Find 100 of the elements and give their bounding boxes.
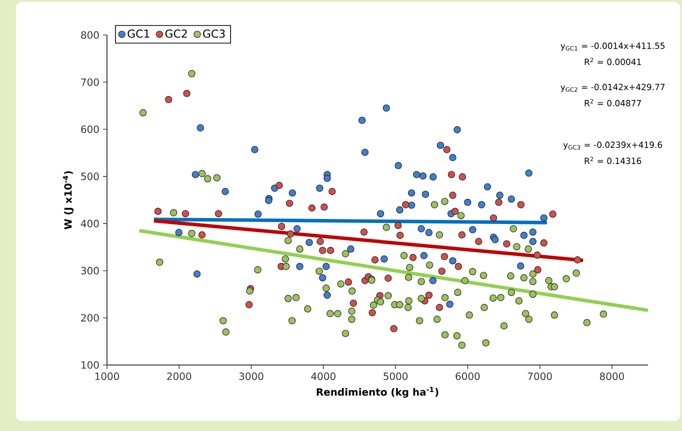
point	[360, 228, 368, 236]
point	[214, 210, 222, 218]
legend-label: GC1	[128, 29, 150, 38]
point	[418, 225, 425, 232]
point	[449, 257, 456, 264]
annotation: R$^{2}$ = 0.04877	[584, 98, 641, 106]
point	[436, 142, 444, 149]
x-tick-label: 5000	[384, 372, 408, 380]
legend-label: GC2	[165, 29, 187, 38]
y-tick-label: 400	[80, 220, 99, 228]
point	[306, 238, 313, 246]
point	[368, 309, 376, 316]
point	[534, 252, 541, 259]
point	[326, 246, 334, 254]
point	[182, 210, 190, 218]
point	[402, 201, 410, 208]
point	[246, 301, 253, 308]
x-axis-title: Rendimiento (kg ha$^{-1}$)	[316, 386, 438, 398]
point	[286, 200, 294, 207]
point	[198, 231, 206, 238]
point	[288, 189, 296, 197]
point	[382, 104, 390, 112]
point	[436, 304, 444, 312]
x-tick-label: 2000	[167, 372, 192, 380]
point	[517, 262, 524, 270]
point	[422, 190, 430, 198]
point	[380, 255, 388, 263]
point	[251, 146, 258, 154]
point	[408, 189, 416, 197]
point	[319, 246, 326, 254]
point	[420, 252, 428, 260]
point	[454, 262, 462, 270]
point	[222, 188, 229, 196]
point	[458, 231, 466, 238]
annotation: y$_{GC3}$ = -0.0239x+419.6	[563, 142, 662, 150]
y-tick-label: 200	[81, 314, 99, 322]
y-tick-label: 600	[81, 126, 99, 134]
point	[409, 254, 417, 262]
point	[384, 274, 392, 282]
point	[503, 240, 510, 248]
point	[443, 146, 450, 154]
point	[529, 238, 536, 246]
point	[529, 228, 536, 236]
point	[425, 228, 433, 236]
point	[495, 198, 502, 206]
point	[390, 325, 398, 332]
point	[534, 266, 542, 274]
y-tick-label: 700	[81, 78, 99, 86]
point	[154, 208, 162, 215]
legend-label: GC3	[203, 29, 225, 38]
point	[408, 202, 416, 209]
point	[446, 300, 454, 308]
point	[540, 214, 548, 222]
point	[440, 252, 448, 260]
point	[322, 262, 330, 270]
x-tick-label: 3000	[239, 372, 264, 380]
point	[574, 256, 582, 264]
point	[475, 238, 482, 246]
point	[429, 277, 437, 284]
annotation: y$_{GC2}$ = -0.0142x+429.77	[560, 84, 665, 92]
point	[328, 188, 336, 196]
point	[196, 124, 204, 132]
point	[454, 126, 461, 134]
point	[193, 270, 201, 278]
point	[438, 268, 446, 275]
point	[469, 226, 476, 234]
annotation: R$^{2}$ = 0.14316	[584, 156, 642, 164]
point	[371, 256, 379, 264]
point	[496, 192, 504, 199]
y-tick-label: 500	[81, 172, 99, 180]
point	[484, 183, 492, 190]
point	[344, 278, 352, 286]
point	[361, 148, 369, 156]
point	[508, 195, 515, 203]
x-tick-label: 1000	[95, 372, 120, 380]
point	[350, 300, 358, 307]
point	[347, 245, 354, 253]
point	[413, 170, 420, 178]
point	[517, 201, 525, 208]
annotation: y$_{GC1}$ = -0.0014x+411.55	[560, 42, 665, 51]
point	[278, 222, 286, 230]
x-tick-label: 8000	[600, 372, 624, 380]
point	[183, 90, 190, 98]
point	[419, 172, 427, 180]
point	[520, 232, 528, 239]
point	[165, 96, 172, 104]
point	[320, 203, 328, 211]
annotation: R$^{2}$ = 0.00041	[584, 58, 641, 66]
x-tick-label: 7000	[528, 372, 552, 380]
point	[449, 154, 456, 162]
x-tick-label: 4000	[311, 372, 336, 380]
point	[316, 184, 324, 192]
y-axis-title: W (J x10$^{-4}$)	[62, 171, 74, 230]
point	[324, 174, 331, 182]
point	[540, 239, 548, 246]
point	[549, 210, 556, 218]
point	[464, 198, 472, 206]
y-tick-label: 100	[82, 361, 99, 369]
point	[293, 225, 301, 232]
point	[448, 170, 456, 178]
